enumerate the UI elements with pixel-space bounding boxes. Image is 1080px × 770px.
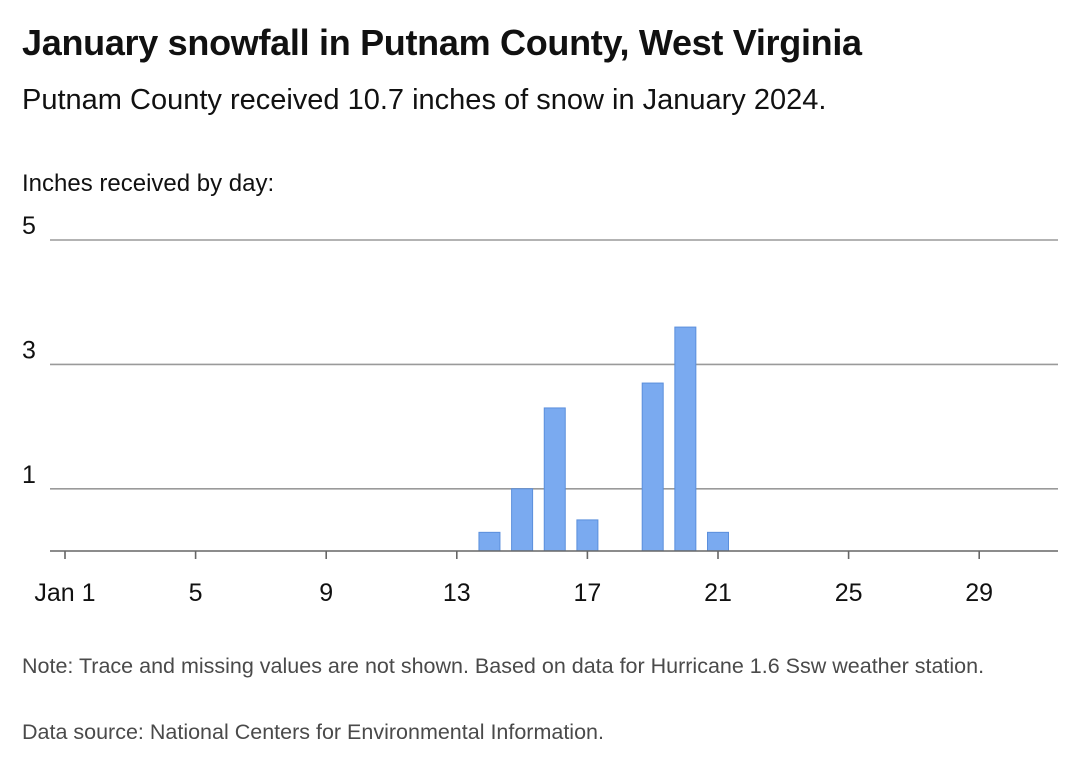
chart-note: Note: Trace and missing values are not s… <box>22 654 985 678</box>
y-tick-label: 1 <box>22 461 36 489</box>
snowfall-bar <box>478 531 501 552</box>
snowfall-bar <box>641 382 664 552</box>
snowfall-bar <box>576 519 599 552</box>
x-tick-label: 25 <box>835 579 863 607</box>
snowfall-bar <box>543 407 566 552</box>
x-tick-label: 13 <box>443 579 471 607</box>
snowfall-bar <box>707 531 729 552</box>
chart-title: January snowfall in Putnam County, West … <box>22 22 862 63</box>
x-tick-label: 21 <box>704 579 732 607</box>
x-tick-label: Jan 1 <box>34 579 95 607</box>
x-tick-label: 17 <box>573 579 601 607</box>
data-source: Data source: National Centers for Enviro… <box>22 720 604 744</box>
snowfall-bar <box>674 326 697 552</box>
y-tick-label: 3 <box>22 336 36 364</box>
snowfall-bar <box>511 488 534 552</box>
y-axis-label: Inches received by day: <box>22 170 275 197</box>
y-tick-label: 5 <box>22 215 36 240</box>
chart-subtitle: Putnam County received 10.7 inches of sn… <box>22 84 827 116</box>
x-tick-label: 9 <box>319 579 333 607</box>
x-tick-label: 5 <box>189 579 203 607</box>
x-tick-label: 29 <box>965 579 993 607</box>
